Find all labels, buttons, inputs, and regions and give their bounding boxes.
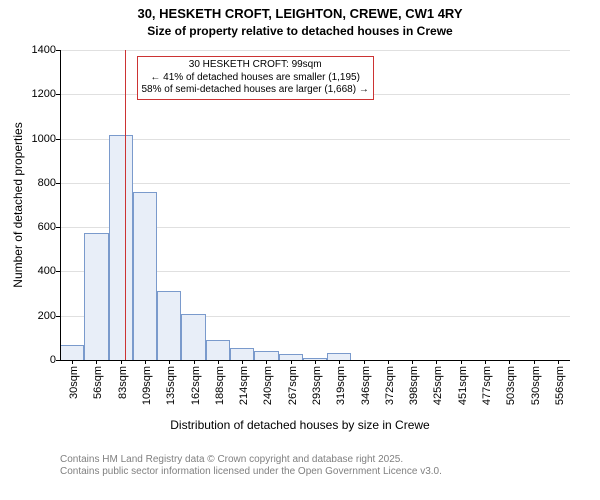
title-line-2: Size of property relative to detached ho…: [0, 24, 600, 38]
histogram-bar: [157, 291, 181, 360]
histogram-bar: [84, 233, 108, 360]
ytick-label: 800: [38, 177, 60, 189]
xtick-label: 477sqm: [481, 360, 493, 405]
xtick-label: 56sqm: [92, 360, 104, 399]
plot-area: 020040060080010001200140030sqm56sqm83sqm…: [60, 50, 570, 360]
ytick-label: 1200: [32, 88, 60, 100]
histogram-bar: [181, 314, 205, 361]
property-marker-line: [125, 50, 126, 360]
footer-attribution: Contains HM Land Registry data © Crown c…: [60, 454, 442, 478]
histogram-bar: [230, 348, 254, 360]
xtick-label: 135sqm: [165, 360, 177, 405]
xtick-label: 425sqm: [432, 360, 444, 405]
xtick-label: 83sqm: [117, 360, 129, 399]
x-axis-line: [60, 360, 570, 361]
ytick-label: 1000: [32, 133, 60, 145]
ytick-label: 200: [38, 310, 60, 322]
xtick-label: 162sqm: [190, 360, 202, 405]
xtick-label: 530sqm: [530, 360, 542, 405]
gridline: [60, 183, 570, 184]
histogram-bar: [327, 353, 351, 360]
xtick-label: 109sqm: [141, 360, 153, 405]
histogram-bar: [60, 345, 84, 361]
xtick-label: 293sqm: [311, 360, 323, 405]
annotation-line: 58% of semi-detached houses are larger (…: [142, 84, 369, 97]
xtick-label: 240sqm: [262, 360, 274, 405]
xtick-label: 451sqm: [457, 360, 469, 405]
footer-line-1: Contains HM Land Registry data © Crown c…: [60, 454, 442, 466]
histogram-bar: [254, 351, 278, 360]
histogram-bar: [133, 192, 157, 360]
histogram-bar: [109, 135, 133, 360]
annotation-line: ← 41% of detached houses are smaller (1,…: [142, 72, 369, 85]
xtick-label: 346sqm: [360, 360, 372, 405]
xtick-label: 503sqm: [505, 360, 517, 405]
xtick-label: 30sqm: [68, 360, 80, 399]
title-line-1: 30, HESKETH CROFT, LEIGHTON, CREWE, CW1 …: [0, 6, 600, 21]
xtick-label: 556sqm: [554, 360, 566, 405]
gridline: [60, 139, 570, 140]
xtick-label: 372sqm: [384, 360, 396, 405]
xtick-label: 267sqm: [287, 360, 299, 405]
xtick-label: 319sqm: [335, 360, 347, 405]
ytick-label: 0: [50, 354, 60, 366]
y-axis-line: [60, 50, 61, 360]
histogram-bar: [206, 340, 230, 360]
x-axis-label: Distribution of detached houses by size …: [0, 418, 600, 432]
xtick-label: 398sqm: [408, 360, 420, 405]
ytick-label: 600: [38, 221, 60, 233]
gridline: [60, 50, 570, 51]
ytick-label: 1400: [32, 44, 60, 56]
xtick-label: 188sqm: [214, 360, 226, 405]
annotation-line: 30 HESKETH CROFT: 99sqm: [142, 59, 369, 72]
ytick-label: 400: [38, 265, 60, 277]
y-axis-label: Number of detached properties: [11, 115, 25, 295]
xtick-label: 214sqm: [238, 360, 250, 405]
chart-container: 30, HESKETH CROFT, LEIGHTON, CREWE, CW1 …: [0, 0, 600, 500]
footer-line-2: Contains public sector information licen…: [60, 466, 442, 478]
annotation-box: 30 HESKETH CROFT: 99sqm← 41% of detached…: [137, 56, 374, 100]
